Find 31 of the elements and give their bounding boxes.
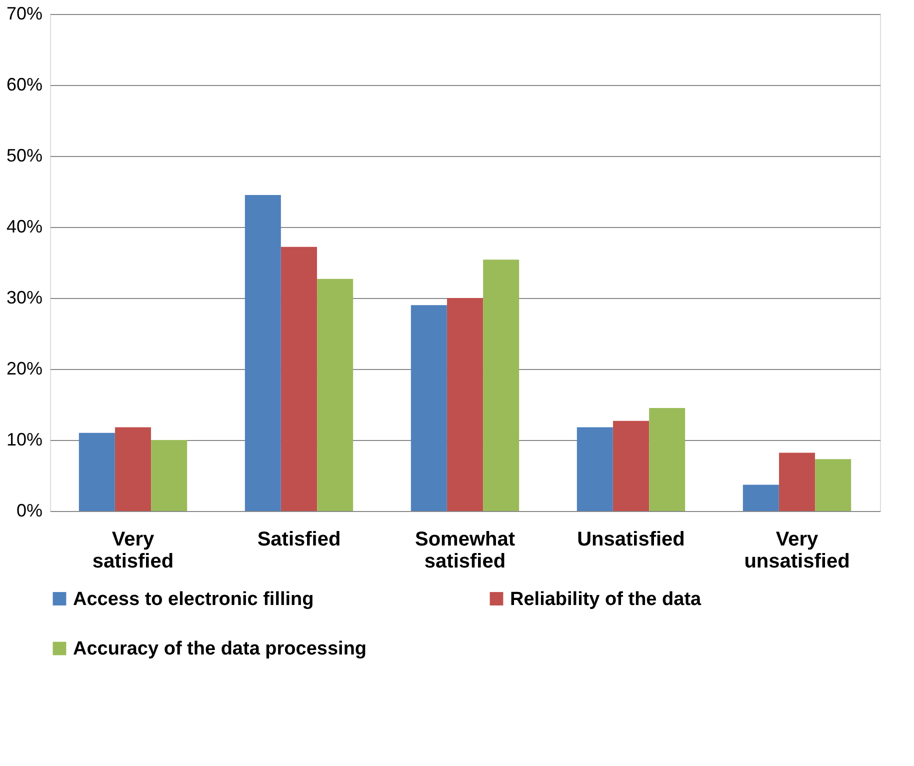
bar <box>779 452 815 511</box>
bar <box>281 246 317 511</box>
bar <box>447 298 483 511</box>
bar <box>115 427 151 511</box>
bar <box>613 420 649 511</box>
y-tick-label: 0% <box>16 500 42 520</box>
bar <box>244 195 281 511</box>
bar <box>483 260 520 511</box>
y-tick-label: 20% <box>6 358 42 378</box>
bar <box>410 305 447 511</box>
bar <box>151 440 188 511</box>
bar <box>576 427 613 511</box>
y-tick-label: 70% <box>6 4 42 24</box>
y-tick-label: 60% <box>6 74 42 94</box>
x-tick-label: Unsatisfied <box>577 528 685 550</box>
bar <box>815 459 852 511</box>
y-tick-label: 40% <box>6 216 42 236</box>
legend-label: Accuracy of the data processing <box>73 638 367 660</box>
bar <box>742 484 779 511</box>
y-tick-label: 10% <box>6 430 42 450</box>
y-tick-label: 50% <box>6 146 42 166</box>
legend-label: Access to electronic filling <box>73 588 314 610</box>
x-tick-label: Satisfied <box>257 528 341 550</box>
bar <box>78 432 115 511</box>
x-tick-label: Very unsatisfied <box>744 528 850 572</box>
y-tick-label: 30% <box>6 288 42 308</box>
x-tick-label: Very satisfied <box>92 528 174 572</box>
x-tick-label: Somewhat satisfied <box>414 528 516 572</box>
legend-label: Reliability of the data <box>510 588 702 610</box>
bar <box>317 278 354 511</box>
bar <box>649 408 686 511</box>
